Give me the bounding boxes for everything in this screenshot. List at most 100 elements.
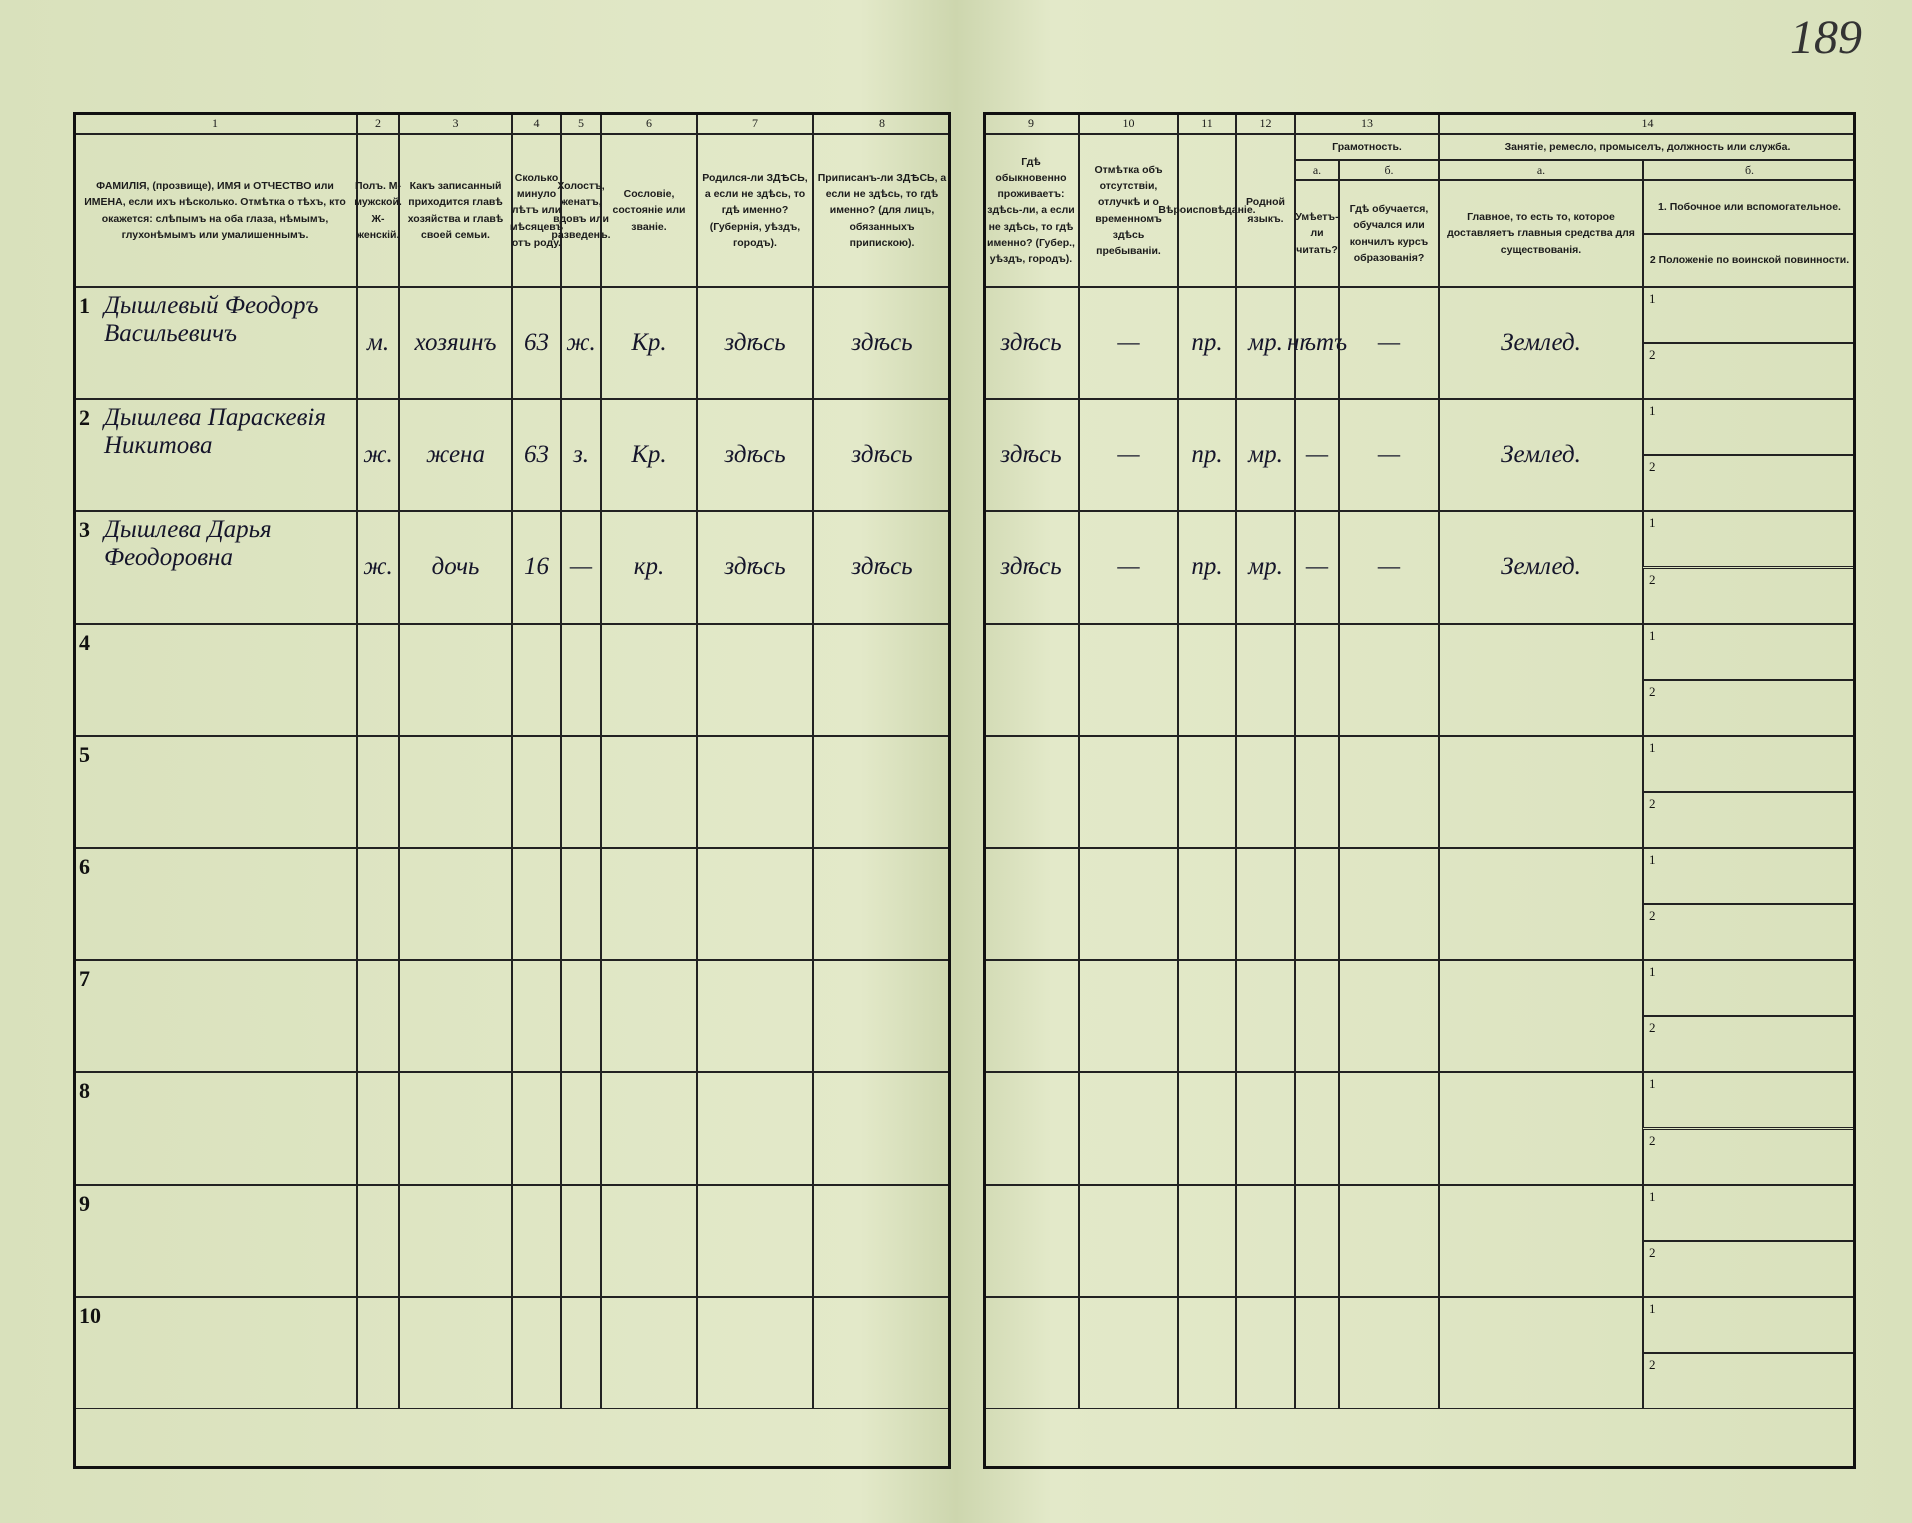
cell-sex	[357, 1296, 399, 1409]
cell-education: —	[1339, 287, 1439, 400]
cell-language	[1236, 623, 1295, 736]
cell-residence	[983, 735, 1079, 848]
sub-cell	[1643, 1128, 1856, 1185]
column-title: Гдѣ обыкновенно проживаетъ: здѣсь-ли, а …	[983, 134, 1079, 287]
cell-education	[1339, 1072, 1439, 1185]
sub-cell	[1643, 1296, 1856, 1353]
cell-education: —	[1339, 511, 1439, 624]
cell-age	[512, 735, 561, 848]
sub-title: Гдѣ обучается, обучался или кончилъ курс…	[1339, 180, 1439, 287]
cell-birthplace: здѣсь	[697, 511, 813, 624]
cell-education: —	[1339, 399, 1439, 512]
cell-estate	[601, 623, 697, 736]
cell-birthplace	[697, 1184, 813, 1297]
cell-language: мр.	[1236, 287, 1295, 400]
column-number: 5	[561, 112, 601, 134]
cell-residence	[983, 1072, 1079, 1185]
cell-education	[1339, 1296, 1439, 1409]
cell-sex	[357, 1072, 399, 1185]
sub-label: 1	[1649, 1188, 1656, 1204]
sub-label: 2	[1649, 908, 1656, 924]
column-number: 8	[813, 112, 951, 134]
sub-cell	[1643, 679, 1856, 736]
row-number: 10	[79, 1302, 101, 1328]
cell-relation	[399, 960, 512, 1073]
cell-occupation	[1439, 1296, 1643, 1409]
cell-birthplace: здѣсь	[697, 287, 813, 400]
cell-literacy	[1295, 1072, 1339, 1185]
sub-cell	[1643, 1184, 1856, 1241]
sub-cell	[1643, 1016, 1856, 1073]
column-title: Отмѣтка объ отсутствіи, отлучкѣ и о врем…	[1079, 134, 1178, 287]
cell-residence	[983, 623, 1079, 736]
cell-age: 63	[512, 399, 561, 512]
row-number: 6	[79, 854, 90, 879]
cell-absence	[1079, 960, 1178, 1073]
column-number: 11	[1178, 112, 1236, 134]
cell-language: мр.	[1236, 399, 1295, 512]
row-number: 5	[79, 741, 90, 767]
cell-registration	[813, 623, 951, 736]
cell-residence	[983, 1184, 1079, 1297]
column-title: Холостъ, женатъ, вдовъ или разведенъ.	[551, 134, 611, 287]
cell-absence	[1079, 848, 1178, 961]
sub-label: 1	[1649, 515, 1656, 531]
column-title: Родной языкъ.	[1236, 134, 1295, 287]
column-title: Сколько минуло лѣтъ или мѣсяцевъ отъ род…	[510, 134, 563, 287]
sub-cell	[1643, 567, 1856, 624]
cell-education	[1339, 735, 1439, 848]
cell-relation	[399, 1296, 512, 1409]
cell-absence	[1079, 1072, 1178, 1185]
cell-name	[73, 1184, 357, 1297]
column-number: 3	[399, 112, 512, 134]
cell-estate: кр.	[601, 511, 697, 624]
sub-label: 2	[1649, 683, 1656, 699]
cell-residence: здѣсь	[983, 511, 1079, 624]
sub-label: 2	[1649, 1356, 1656, 1372]
cell-religion	[1178, 1072, 1236, 1185]
cell-religion: пр.	[1178, 399, 1236, 512]
cell-name	[73, 848, 357, 961]
row-number: 9	[79, 1190, 90, 1216]
cell-age	[512, 1072, 561, 1185]
cell-occupation	[1439, 1072, 1643, 1185]
cell-relation: хозяинъ	[399, 287, 512, 400]
sub-cell	[1643, 848, 1856, 905]
sub-label: 2	[1649, 347, 1656, 363]
column-number: 4	[512, 112, 561, 134]
cell-absence	[1079, 735, 1178, 848]
column-number: 10	[1079, 112, 1178, 134]
cell-education	[1339, 1184, 1439, 1297]
cell-religion: пр.	[1178, 287, 1236, 400]
cell-relation: жена	[399, 399, 512, 512]
sub-label: 1	[1649, 1300, 1656, 1316]
cell-name: Дышлева Дарья Феодоровна	[73, 511, 357, 624]
sub-title: 2 Положеніе по воинской повинности.	[1643, 233, 1856, 287]
sub-cell	[1643, 1240, 1856, 1297]
cell-sex	[357, 848, 399, 961]
cell-estate: Кр.	[601, 287, 697, 400]
sub-label: 1	[1649, 627, 1656, 643]
cell-literacy	[1295, 735, 1339, 848]
cell-language	[1236, 1296, 1295, 1409]
sub-letter: а.	[1295, 160, 1339, 180]
column-title: Сословіе, состояніе или званіе.	[601, 134, 697, 287]
cell-religion: пр.	[1178, 511, 1236, 624]
cell-name: Дышлева Параскевія Никитова	[73, 399, 357, 512]
cell-estate	[601, 735, 697, 848]
cell-registration	[813, 848, 951, 961]
sub-cell	[1643, 791, 1856, 848]
cell-language	[1236, 1184, 1295, 1297]
cell-birthplace	[697, 848, 813, 961]
cell-absence	[1079, 623, 1178, 736]
cell-religion	[1178, 1296, 1236, 1409]
cell-residence	[983, 848, 1079, 961]
cell-relation	[399, 1184, 512, 1297]
cell-marital	[561, 735, 601, 848]
cell-residence	[983, 1296, 1079, 1409]
cell-occupation: Землед.	[1439, 511, 1643, 624]
cell-estate	[601, 1296, 697, 1409]
column-number: 2	[357, 112, 399, 134]
column-title: Родился-ли ЗДѢСЬ, а если не здѣсь, то гд…	[697, 134, 813, 287]
